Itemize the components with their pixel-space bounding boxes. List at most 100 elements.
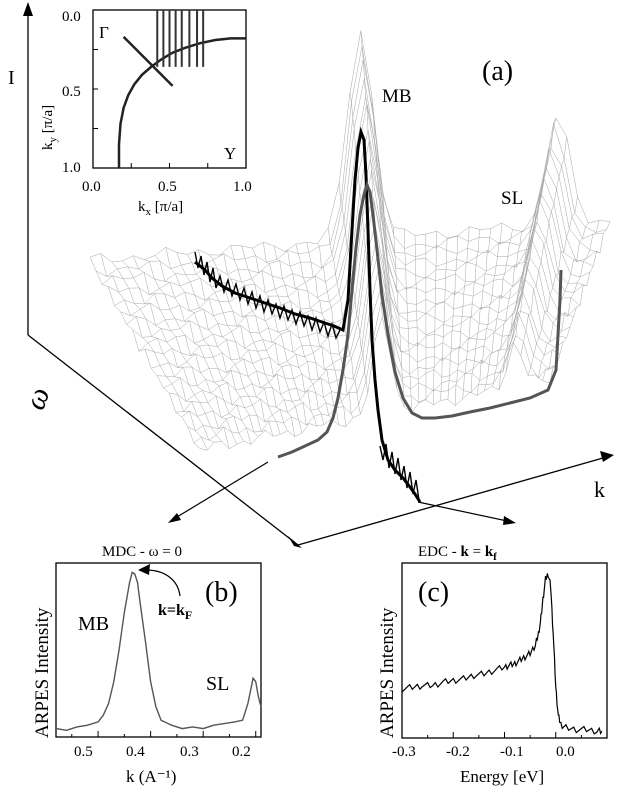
edc-ticks bbox=[401, 732, 582, 738]
inset-y-label: Y bbox=[224, 144, 236, 163]
inset-ytick-0: 0.0 bbox=[62, 9, 81, 25]
edc-cut-noise bbox=[194, 251, 420, 501]
panel-a-label: (a) bbox=[482, 56, 513, 87]
edc-xtick-3: 0.0 bbox=[556, 744, 575, 760]
inset-ytick-2: 1.0 bbox=[62, 160, 81, 176]
intensity-axis-arrow bbox=[23, 2, 33, 16]
mesh-col-35 bbox=[454, 226, 470, 406]
mesh-col-36 bbox=[462, 229, 481, 400]
mesh-col-29 bbox=[403, 228, 412, 413]
edc-xlabel: Energy [eV] bbox=[460, 767, 544, 786]
inset-yticks: 0.0 0.5 1.0 bbox=[62, 9, 81, 176]
arrow-to-edc-head bbox=[503, 516, 516, 525]
mesh-col-32 bbox=[433, 231, 437, 405]
mesh-col-5 bbox=[144, 259, 237, 445]
mesh-col-17 bbox=[273, 246, 325, 425]
mesh-col-15 bbox=[252, 248, 310, 426]
mesh-col-7 bbox=[165, 247, 252, 445]
mdc-peak-label-mb: MB bbox=[78, 613, 109, 635]
edc-xtick-0: -0.3 bbox=[392, 744, 416, 760]
mesh-col-13 bbox=[230, 245, 296, 437]
arrow-to-mdc bbox=[171, 461, 269, 521]
mdc-frame bbox=[55, 562, 262, 738]
inset-xtick-1: 0.5 bbox=[158, 179, 177, 195]
k-axis-arrow bbox=[600, 451, 614, 462]
edc-xticks: -0.3 -0.2 -0.1 0.0 bbox=[392, 744, 575, 760]
edc-title: EDC - k = kf bbox=[418, 544, 497, 563]
mesh-col-28 bbox=[393, 227, 405, 408]
mesh-col-8 bbox=[176, 252, 259, 437]
mesh-col-9 bbox=[187, 254, 266, 432]
mdc-title: MDC - ω = 0 bbox=[102, 544, 182, 560]
edc-xtick-2: -0.1 bbox=[500, 744, 524, 760]
omega-axis-arrow bbox=[288, 536, 302, 548]
inset-ylabel: ky [π/a] bbox=[40, 105, 59, 150]
label-sl: SL bbox=[501, 188, 523, 209]
mdc-annotation-arrow bbox=[145, 569, 181, 597]
mesh-col-38 bbox=[476, 222, 502, 396]
mesh-col-0 bbox=[89, 256, 201, 449]
omega-axis bbox=[27, 334, 299, 546]
mesh-col-6 bbox=[154, 255, 245, 442]
mesh-col-43 bbox=[513, 118, 557, 343]
mdc-xtick-0: 0.5 bbox=[74, 744, 93, 760]
mesh-col-34 bbox=[447, 235, 459, 400]
mesh-col-21 bbox=[317, 243, 354, 418]
k-axis bbox=[297, 455, 611, 546]
mesh-col-39 bbox=[484, 229, 513, 391]
mesh-col-18 bbox=[284, 250, 332, 419]
inset-fermi-surface-line bbox=[117, 37, 246, 168]
panel-b-mdc: MDC - ω = 0 MB SL k=kF (b) ARPES Intensi… bbox=[32, 544, 262, 786]
edc-xtick-1: -0.2 bbox=[446, 744, 470, 760]
inset-xlabel: kx [π/a] bbox=[138, 199, 183, 218]
edc-ylabel: ARPES Intensity bbox=[377, 607, 398, 738]
mdc-series-line bbox=[55, 571, 262, 732]
panel-a-3d-surface: MB SL (a) I ω k bbox=[8, 2, 614, 548]
inset-ytick-1: 0.5 bbox=[62, 84, 81, 100]
intensity-axis-label: I bbox=[8, 67, 15, 89]
mesh-col-37 bbox=[469, 228, 492, 393]
inset-vertical-cuts bbox=[156, 10, 205, 67]
inset-ticks bbox=[92, 9, 247, 169]
mdc-xtick-2: 0.3 bbox=[180, 744, 199, 760]
mesh-col-45 bbox=[527, 196, 578, 376]
mesh-col-44 bbox=[520, 136, 567, 357]
mdc-cut-line bbox=[277, 180, 563, 459]
panel-c-edc: EDC - k = kf (c) ARPES Intensity -0.3 -0… bbox=[377, 544, 608, 786]
mdc-xtick-1: 0.4 bbox=[126, 744, 145, 760]
mesh-col-4 bbox=[133, 255, 230, 449]
mesh-col-30 bbox=[414, 235, 420, 404]
mesh-col-46 bbox=[535, 222, 589, 379]
inset-xticks: 0.0 0.5 1.0 bbox=[82, 179, 252, 195]
arrow-to-edc bbox=[417, 501, 513, 523]
mesh-col-14 bbox=[241, 245, 303, 433]
k-axis-label: k bbox=[594, 477, 605, 502]
mdc-xtick-3: 0.2 bbox=[232, 744, 251, 760]
mesh-col-40 bbox=[491, 231, 524, 387]
inset-cut-line bbox=[122, 35, 174, 87]
mesh-col-12 bbox=[219, 253, 288, 431]
mdc-annotation: k=kF bbox=[158, 602, 192, 622]
inset-xtick-0: 0.0 bbox=[82, 179, 101, 195]
mdc-ticks bbox=[71, 731, 257, 737]
mesh-col-48 bbox=[549, 221, 611, 384]
mesh-col-16 bbox=[263, 242, 317, 427]
inset-xtick-2: 1.0 bbox=[233, 179, 252, 195]
arrow-to-mdc-head bbox=[168, 513, 181, 523]
mesh-col-47 bbox=[542, 220, 600, 381]
mesh-col-41 bbox=[498, 214, 535, 391]
edc-series-line bbox=[401, 573, 603, 735]
mesh-col-3 bbox=[122, 260, 223, 442]
inset-fermi-surface: Γ Y 0.0 0.5 1.0 0.0 0.5 1.0 kx [π/a] ky … bbox=[40, 9, 252, 218]
mdc-xticks: 0.5 0.4 0.3 0.2 bbox=[74, 744, 251, 760]
mdc-peak-label-sl: SL bbox=[206, 673, 229, 695]
label-mb: MB bbox=[382, 86, 412, 107]
mesh-col-33 bbox=[440, 237, 448, 401]
mesh-col-2 bbox=[111, 261, 215, 443]
mesh-col-26 bbox=[371, 95, 390, 353]
mesh-col-20 bbox=[306, 242, 347, 427]
mdc-xlabel: k (A⁻¹) bbox=[126, 767, 176, 786]
mesh-col-10 bbox=[198, 249, 274, 437]
inset-gamma-label: Γ bbox=[99, 23, 109, 42]
